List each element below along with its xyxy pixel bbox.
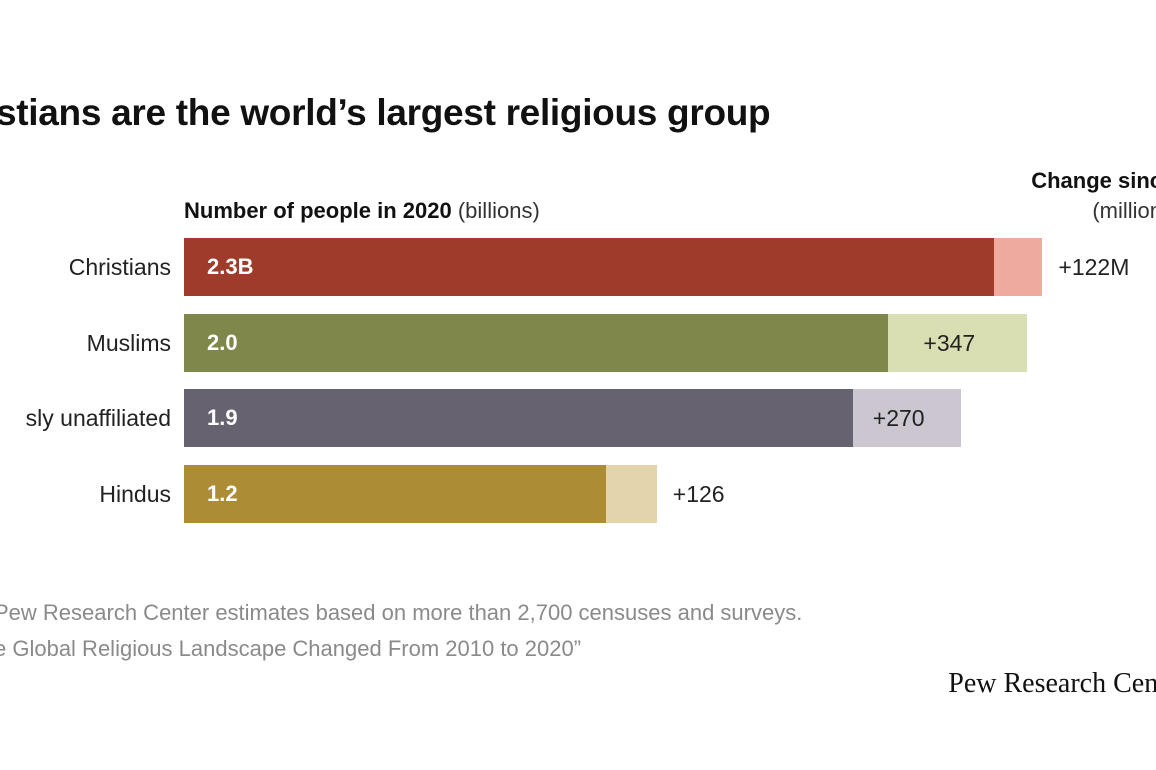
category-label: Hindus — [99, 480, 171, 507]
bar-value-label: 1.2 — [207, 480, 238, 506]
category-label: sly unaffiliated — [25, 405, 171, 431]
value-header: Number of people in 2020 (billions) — [184, 198, 540, 224]
bar-main — [184, 389, 853, 447]
bar-change — [606, 464, 657, 523]
category-label: Christians — [68, 254, 171, 280]
bar-main — [184, 313, 888, 372]
bar-change — [852, 389, 961, 447]
value-header-unit: (billions) — [457, 198, 540, 223]
chart-title: stians are the world’s largest religious… — [0, 92, 771, 133]
value-header-title: Number of people in 2020 — [184, 198, 452, 223]
source-note-line-2: e Global Religious Landscape Changed Fro… — [0, 636, 582, 661]
change-value-label: +347 — [923, 329, 976, 356]
bar-value-label: 2.3B — [207, 254, 254, 279]
bar-change — [993, 238, 1043, 296]
bar-change — [888, 313, 1027, 372]
change-value-label: +122M — [1058, 254, 1130, 280]
source-note-line-1: Pew Research Center estimates based on m… — [0, 600, 803, 625]
change-header: Change sinc (million — [1031, 166, 1156, 226]
change-header-unit: (million — [1092, 198, 1156, 223]
bar-main — [184, 464, 607, 523]
change-value-label: +126 — [672, 480, 725, 507]
change-header-title: Change sinc — [1031, 168, 1156, 193]
category-label: Muslims — [86, 329, 171, 356]
bar-value-label: 2.0 — [207, 329, 238, 355]
change-value-label: +270 — [872, 405, 925, 431]
brand-logo-text: Pew Research Cent — [948, 668, 1156, 699]
bar-main — [184, 238, 994, 296]
bar-value-label: 1.9 — [207, 405, 238, 430]
